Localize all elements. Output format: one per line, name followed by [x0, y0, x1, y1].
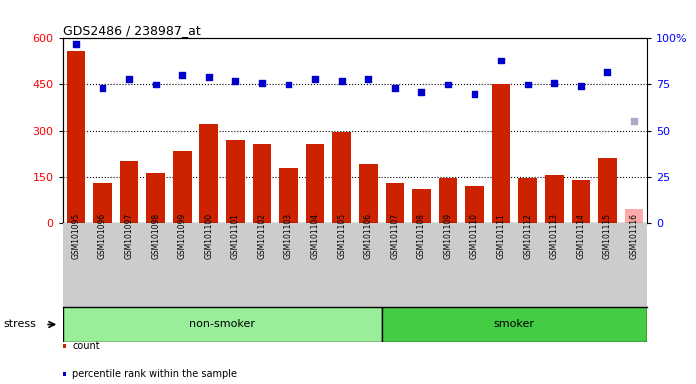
Bar	[120, 161, 139, 223]
Point	[177, 72, 188, 78]
Bar	[200, 124, 218, 223]
Point	[203, 74, 214, 80]
Point	[576, 83, 587, 89]
Point	[628, 118, 640, 124]
Point	[256, 79, 267, 86]
Point	[363, 76, 374, 82]
Bar	[67, 51, 85, 223]
Bar	[625, 209, 643, 223]
Point	[283, 81, 294, 88]
Point	[123, 76, 134, 82]
Bar	[226, 140, 245, 223]
Bar	[93, 184, 112, 223]
Point	[469, 91, 480, 97]
Text: non-smoker: non-smoker	[189, 319, 255, 329]
Text: GDS2486 / 238987_at: GDS2486 / 238987_at	[63, 24, 200, 37]
Text: smoker: smoker	[494, 319, 535, 329]
Point	[522, 81, 533, 88]
Point	[548, 79, 560, 86]
Bar	[173, 151, 191, 223]
Text: stress: stress	[3, 319, 36, 329]
Point	[443, 81, 454, 88]
Bar	[306, 144, 324, 223]
Bar	[386, 183, 404, 223]
Text: percentile rank within the sample: percentile rank within the sample	[72, 369, 237, 379]
Point	[336, 78, 347, 84]
Bar	[438, 178, 457, 223]
Point	[230, 78, 241, 84]
Bar	[519, 178, 537, 223]
Point	[602, 68, 613, 74]
Point	[416, 89, 427, 95]
Bar	[598, 158, 617, 223]
Bar	[63, 307, 381, 342]
Point	[310, 76, 321, 82]
Bar	[381, 307, 647, 342]
Bar	[492, 84, 510, 223]
Bar	[359, 164, 377, 223]
Bar	[253, 144, 271, 223]
Bar	[63, 372, 67, 376]
Point	[389, 85, 400, 91]
Point	[97, 85, 108, 91]
Bar	[279, 168, 298, 223]
Bar	[333, 132, 351, 223]
Bar	[571, 180, 590, 223]
Bar	[412, 189, 431, 223]
Point	[150, 81, 161, 88]
Bar	[465, 186, 484, 223]
Bar	[63, 344, 67, 348]
Bar	[146, 173, 165, 223]
Bar	[545, 175, 564, 223]
Point	[496, 58, 507, 64]
Point	[70, 41, 81, 47]
Text: count: count	[72, 341, 100, 351]
